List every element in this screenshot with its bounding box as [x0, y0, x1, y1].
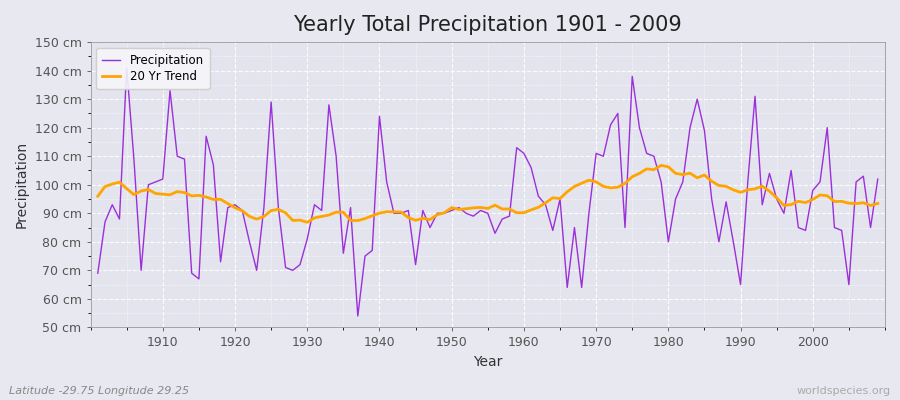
20 Yr Trend — [150, 191, 161, 196]
Precipitation — [353, 314, 364, 318]
20 Yr Trend — [93, 194, 104, 198]
Line: Precipitation: Precipitation — [98, 68, 878, 316]
Precipitation — [93, 271, 104, 276]
20 Yr Trend — [612, 185, 623, 190]
Precipitation — [533, 194, 544, 198]
20 Yr Trend — [518, 210, 529, 215]
20 Yr Trend — [360, 216, 371, 221]
Title: Yearly Total Precipitation 1901 - 2009: Yearly Total Precipitation 1901 - 2009 — [293, 15, 682, 35]
20 Yr Trend — [302, 220, 312, 225]
Text: Latitude -29.75 Longitude 29.25: Latitude -29.75 Longitude 29.25 — [9, 386, 189, 396]
20 Yr Trend — [656, 163, 667, 168]
Precipitation — [367, 248, 378, 253]
Precipitation — [122, 65, 132, 70]
20 Yr Trend — [872, 201, 883, 206]
Precipitation — [872, 177, 883, 182]
Line: 20 Yr Trend: 20 Yr Trend — [98, 165, 878, 222]
Precipitation — [316, 208, 327, 213]
20 Yr Trend — [316, 214, 327, 219]
Legend: Precipitation, 20 Yr Trend: Precipitation, 20 Yr Trend — [96, 48, 210, 89]
Precipitation — [158, 177, 168, 182]
Precipitation — [526, 165, 536, 170]
Precipitation — [619, 225, 630, 230]
Text: worldspecies.org: worldspecies.org — [796, 386, 891, 396]
20 Yr Trend — [526, 208, 536, 212]
Y-axis label: Precipitation: Precipitation — [15, 141, 29, 228]
X-axis label: Year: Year — [473, 355, 502, 369]
